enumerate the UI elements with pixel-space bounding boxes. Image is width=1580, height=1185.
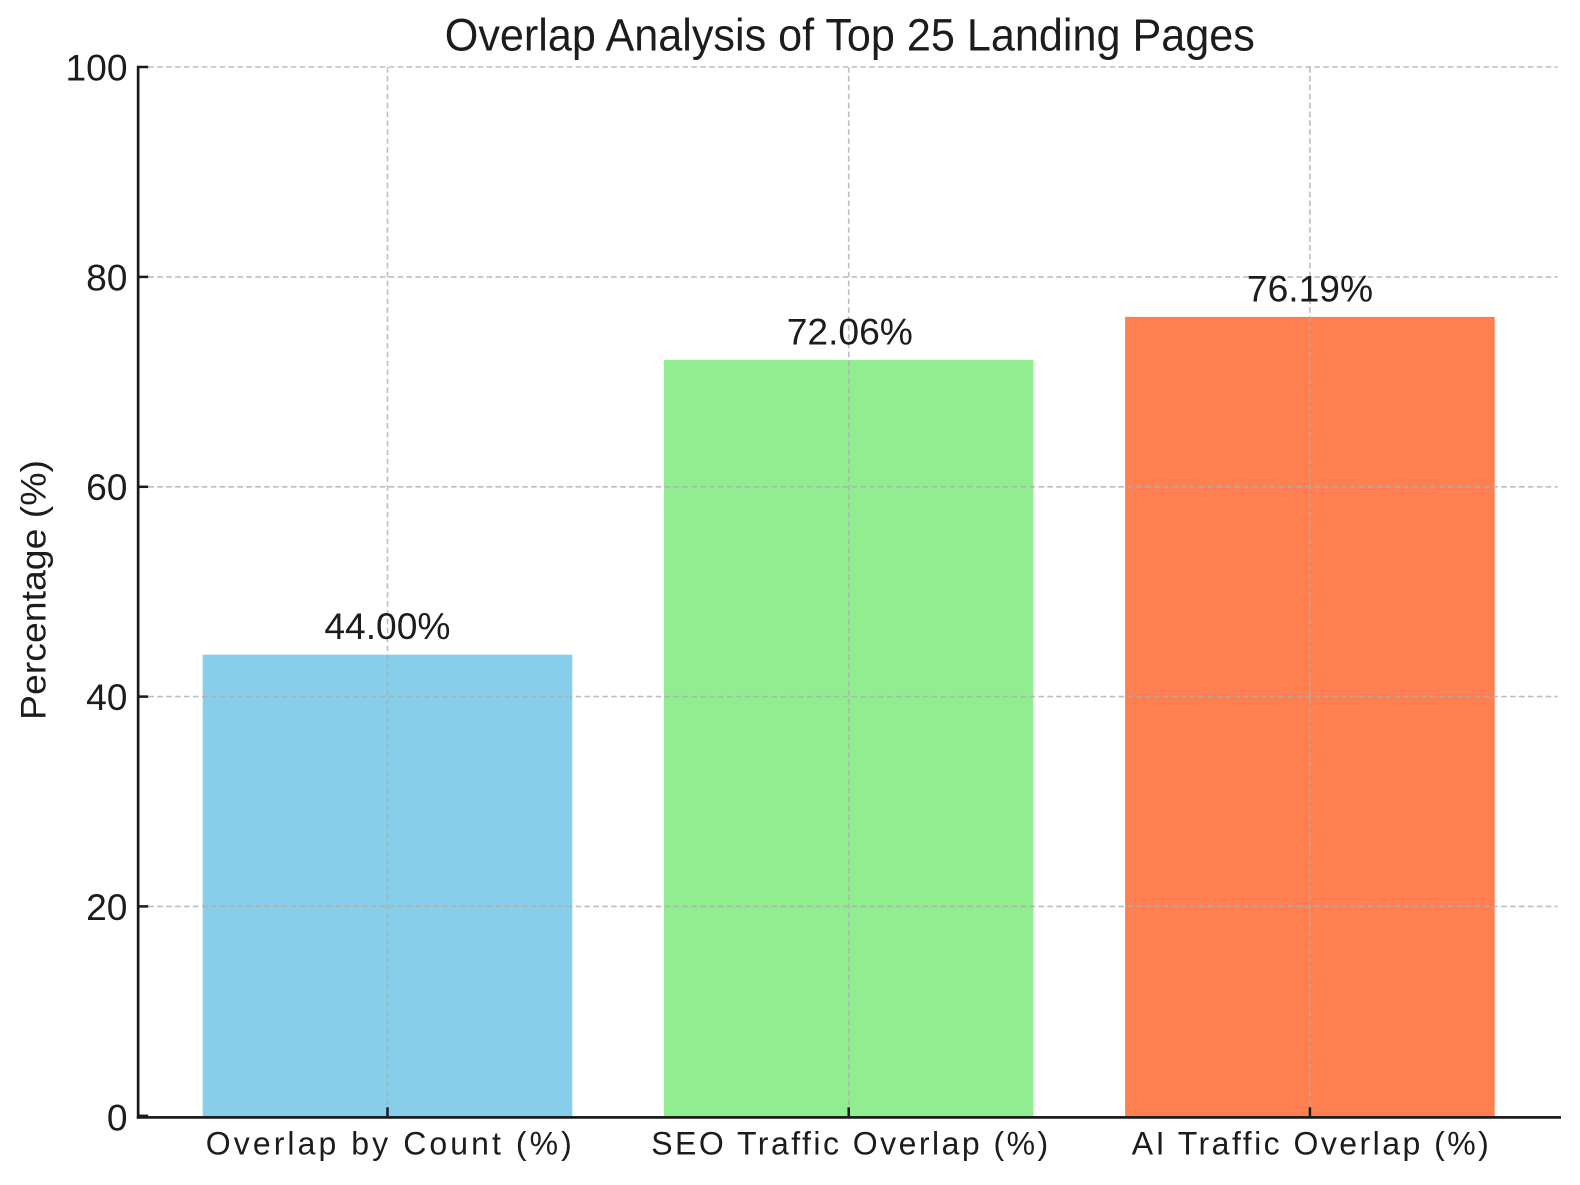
svg-text:Overlap Analysis of Top 25 Lan: Overlap Analysis of Top 25 Landing Pages <box>445 10 1255 61</box>
svg-text:72.06%: 72.06% <box>787 311 913 353</box>
svg-text:80: 80 <box>86 256 127 298</box>
svg-text:44.00%: 44.00% <box>324 605 450 647</box>
svg-text:Percentage (%): Percentage (%) <box>15 460 54 720</box>
svg-text:76.19%: 76.19% <box>1247 268 1373 310</box>
svg-text:AI Traffic Overlap (%): AI Traffic Overlap (%) <box>1132 1125 1489 1161</box>
svg-text:100: 100 <box>65 46 127 88</box>
svg-text:SEO Traffic Overlap (%): SEO Traffic Overlap (%) <box>651 1125 1048 1161</box>
svg-text:60: 60 <box>86 466 127 508</box>
svg-text:40: 40 <box>86 676 127 718</box>
svg-text:20: 20 <box>86 886 127 928</box>
svg-text:0: 0 <box>107 1097 128 1139</box>
